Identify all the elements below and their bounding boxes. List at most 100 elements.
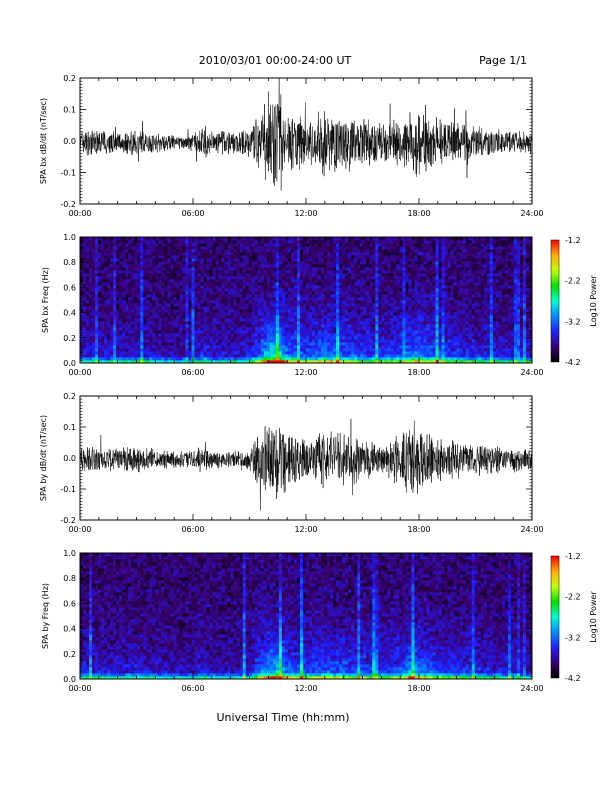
spectrogram-cell [324,339,328,343]
spectrogram-cell [363,309,367,313]
spectrogram-cell [272,261,277,265]
spectrogram-cell [339,243,343,247]
spectrogram-cell [408,273,412,277]
spectrogram-cell [312,291,316,295]
spectrogram-cell [278,351,283,355]
spectrogram-cell [290,324,295,328]
spectrogram-cell [260,315,265,319]
spectrogram-cell [357,327,361,331]
spectrogram-cell [254,345,259,349]
spectrogram-cell [134,339,138,343]
spectrogram-cell [212,333,216,337]
spectrogram-cell [269,351,274,355]
spectrogram-cell [98,249,102,253]
spectrogram-cell [83,270,87,274]
spectrogram-cell [125,318,129,322]
spectrogram-cell [251,309,256,313]
spectrogram-cell [272,294,277,298]
spectrogram-cell [134,252,138,256]
spectrogram-cell [254,282,259,286]
spectrogram-cell [137,327,141,331]
spectrogram-cell [179,315,183,319]
spectrogram-cell [384,255,388,259]
spectrogram-cell [281,330,286,334]
spectrogram-cell [411,282,415,286]
spectrogram-cell [200,336,204,340]
spectrogram-cell [318,360,322,364]
spectrogram-cell [366,360,370,364]
spectrogram-cell [375,318,379,322]
spectrogram-cell [128,246,132,250]
spectrogram-cell [146,279,150,283]
spectrogram-cell [420,273,424,277]
spectrogram-cell [188,357,192,361]
spectrogram-cell [128,291,132,295]
spectrogram-cell [242,354,247,358]
spectrogram-cell [263,249,268,253]
spectrogram-cell [239,357,244,361]
spectrogram-cell [420,237,424,241]
spectrogram-cell [399,333,403,337]
spectrogram-cell [140,339,144,343]
spectrogram-cell [333,321,337,325]
spectrogram-cell [143,309,147,313]
spectrogram-cell [116,318,120,322]
spectrogram-cell [366,315,370,319]
spectrogram-cell [423,246,427,250]
spectrogram-cell [131,318,135,322]
spectrogram-cell [315,270,319,274]
spectrogram-cell [375,237,379,241]
spectrogram-cell [104,330,108,334]
spectrogram-cell [191,276,195,280]
spectrogram-cell [161,312,165,316]
spectrogram-cell [176,309,180,313]
spectrogram-cell [420,276,424,280]
spectrogram-cell [357,252,361,256]
spectrogram-cell [248,321,253,325]
spectrogram-cell [315,357,319,361]
spectrogram-cell [278,354,283,358]
spectrogram-cell [104,252,108,256]
spectrogram-cell [95,288,99,292]
spectrogram-cell [188,261,192,265]
spectrogram-cell [92,273,96,277]
spectrogram-cell [336,243,340,247]
spectrogram-cell [345,288,349,292]
spectrogram-cell [399,276,403,280]
spectrogram-cell [348,345,352,349]
spectrogram-cell [263,243,268,247]
spectrogram-cell [101,321,105,325]
spectrogram-cell [128,333,132,337]
spectrogram-cell [113,312,117,316]
spectrogram-cell [423,240,427,244]
spectrogram-cell [266,321,271,325]
spectrogram-cell [158,288,162,292]
spectrogram-cell [312,249,316,253]
spectrogram-cell [137,324,141,328]
spectrogram-cell [131,333,135,337]
spectrogram-cell [278,345,283,349]
spectrogram-cell [284,258,289,262]
spectrogram-cell [251,300,256,304]
spectrogram-cell [248,249,253,253]
spectrogram-cell [251,276,256,280]
spectrogram-cell [318,297,322,301]
spectrogram-cell [330,321,334,325]
spectrogram-cell [375,303,379,307]
spectrogram-cell [411,321,415,325]
spectrogram-cell [230,246,235,250]
spectrogram-cell [293,261,298,265]
spectrogram-cell [101,276,105,280]
spectrogram-cell [396,360,400,364]
spectrogram-cell [396,348,400,352]
spectrogram-cell [306,291,310,295]
spectrogram-cell [257,258,262,262]
spectrogram-cell [209,246,213,250]
spectrogram-cell [203,315,207,319]
spectrogram-cell [104,246,108,250]
spectrogram-cell [324,315,328,319]
spectrogram-cell [309,291,313,295]
spectrogram-cell [245,360,250,364]
spectrogram-cell [176,270,180,274]
x-tick-label: 18:00 [407,209,430,218]
